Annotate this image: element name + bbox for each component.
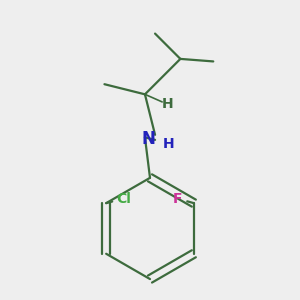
Text: N: N — [142, 130, 156, 148]
Text: H: H — [162, 98, 173, 111]
Text: H: H — [163, 137, 175, 152]
Text: F: F — [172, 192, 182, 206]
Text: Cl: Cl — [116, 192, 131, 206]
